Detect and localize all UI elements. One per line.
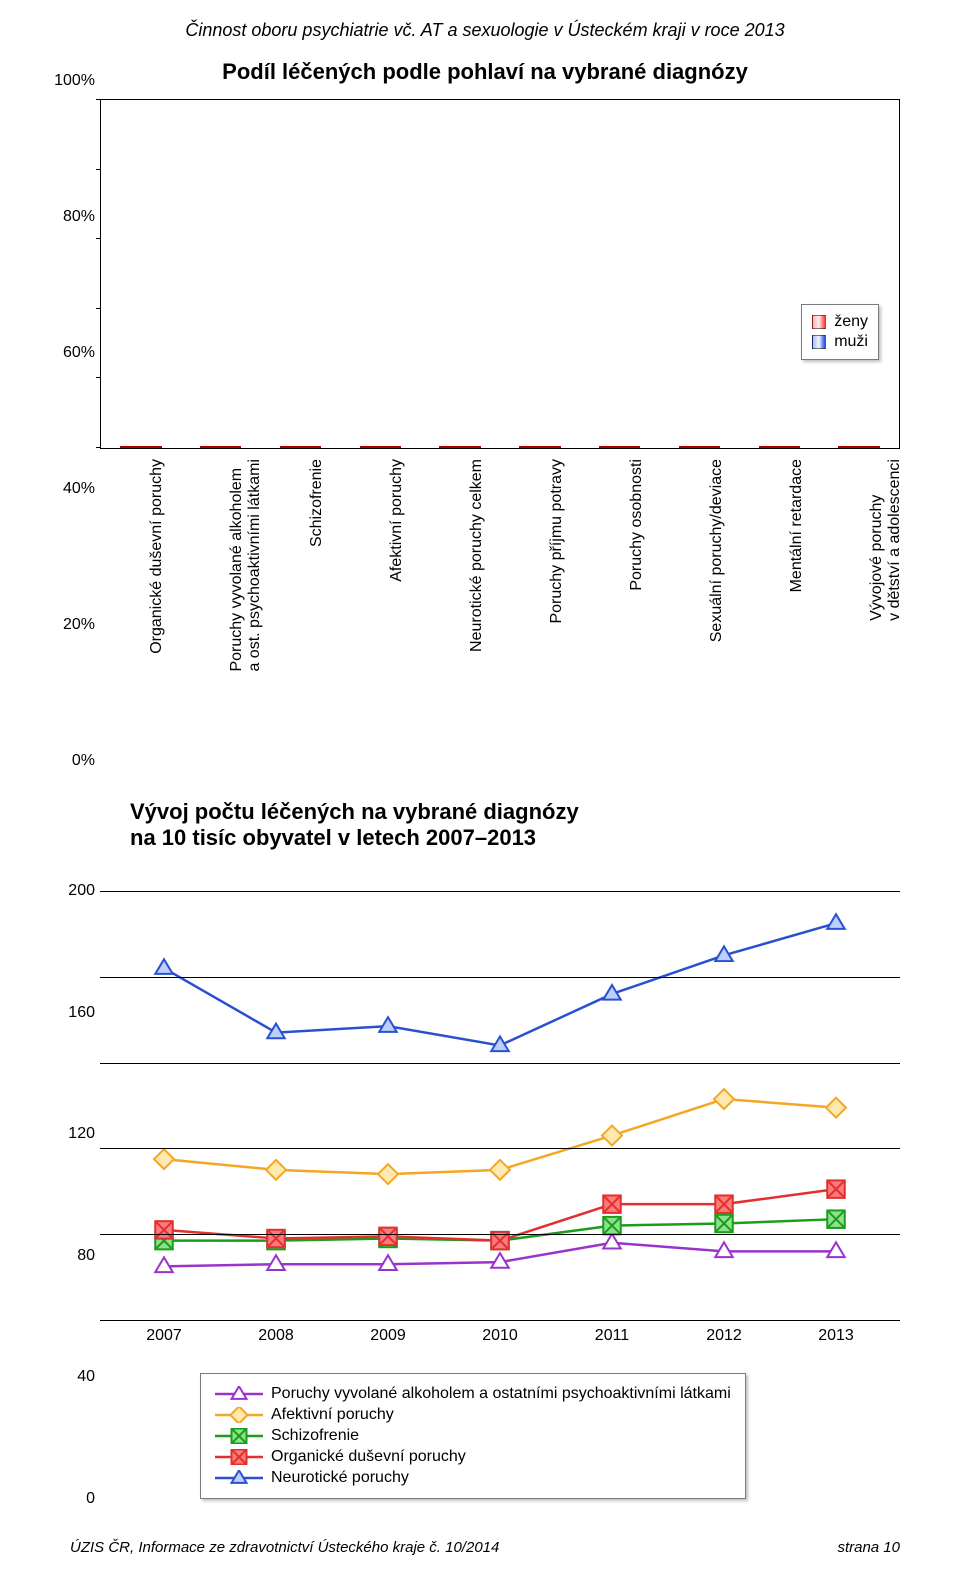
bar-x-label: Schizofrenie: [308, 459, 326, 547]
line-legend-label: Neurotické poruchy: [271, 1469, 409, 1487]
line-legend-label: Schizofrenie: [271, 1427, 359, 1445]
line-x-label: 2009: [370, 1327, 406, 1345]
bar-y-tick: 100%: [45, 72, 95, 90]
bar-legend: ženy muži: [801, 304, 879, 360]
bar-x-label: Organické duševní poruchy: [148, 459, 166, 654]
bar-x-label: Poruchy vyvolané alkoholem a ost. psycho…: [228, 459, 264, 672]
bar-y-tick: 80%: [45, 208, 95, 226]
bar-y-axis: 0%20%40%60%80%100%: [45, 99, 95, 779]
line-legend-label: Organické duševní poruchy: [271, 1448, 466, 1466]
bar-segment-zeny: [360, 446, 401, 448]
line-x-label: 2011: [595, 1327, 629, 1345]
line-y-tick: 120: [50, 1125, 95, 1143]
legend-swatch-red: [812, 315, 826, 329]
line-y-tick: 200: [50, 882, 95, 900]
line-x-label: 2012: [706, 1327, 742, 1345]
line-legend-row: Poruchy vyvolané alkoholem a ostatními p…: [215, 1385, 731, 1403]
line-series: [164, 923, 836, 1045]
bar-segment-zeny: [120, 446, 161, 448]
line-x-labels: 2007 2008 2009 2010 2011 2012 2013: [100, 1327, 900, 1355]
line-legend-row: Neurotické poruchy: [215, 1469, 731, 1487]
bar-segment-zeny: [759, 446, 800, 448]
bar-y-tick: 60%: [45, 344, 95, 362]
line-legend-row: Schizofrenie: [215, 1427, 731, 1445]
bar-x-label: Poruchy osobnosti: [628, 459, 646, 591]
bar-legend-row-muzi: muži: [812, 333, 868, 351]
legend-label-zeny: ženy: [834, 313, 868, 331]
bar-x-label: Afektivní poruchy: [388, 459, 406, 582]
line-y-tick: 160: [50, 1004, 95, 1022]
line-legend: Poruchy vyvolané alkoholem a ostatními p…: [200, 1373, 746, 1499]
line-chart-wrap: 04080120160200: [100, 891, 900, 1499]
bar-x-labels: Organické duševní poruchy Poruchy vyvolan…: [100, 449, 900, 779]
bar-legend-row-zeny: ženy: [812, 313, 868, 331]
bar-chart: ženy muži: [100, 99, 900, 449]
page: Činnost oboru psychiatrie vč. AT a sexuo…: [0, 0, 960, 1576]
bar-segment-zeny: [599, 446, 640, 448]
line-y-tick: 40: [50, 1368, 95, 1386]
bar-segment-zeny: [838, 446, 879, 448]
bar-segment-zeny: [200, 446, 241, 448]
bar-chart-title: Podíl léčených podle pohlaví na vybrané …: [70, 59, 900, 85]
line-x-label: 2007: [146, 1327, 182, 1345]
line-x-label: 2013: [818, 1327, 854, 1345]
bar-segment-zeny: [519, 446, 560, 448]
line-legend-label: Poruchy vyvolané alkoholem a ostatními p…: [271, 1385, 731, 1403]
bar-x-label: Sexuální poruchy/deviace: [708, 459, 726, 642]
line-legend-swatch: [215, 1407, 263, 1423]
bar-segment-zeny: [679, 446, 720, 448]
line-legend-label: Afektivní poruchy: [271, 1406, 394, 1424]
line-chart-title: Vývoj počtu léčených na vybrané diagnózy…: [130, 799, 900, 851]
line-chart-svg: [100, 891, 900, 1320]
bar-x-label: Neurotické poruchy celkem: [468, 459, 486, 652]
legend-label-muzi: muži: [834, 333, 868, 351]
line-legend-swatch: [215, 1470, 263, 1486]
legend-swatch-blue: [812, 335, 826, 349]
bar-x-label: Mentální retardace: [788, 459, 806, 592]
line-x-label: 2008: [258, 1327, 294, 1345]
bar-segment-zeny: [439, 446, 480, 448]
bar-y-tick: 20%: [45, 616, 95, 634]
line-y-axis: 04080120160200: [50, 891, 95, 1499]
line-y-tick: 80: [50, 1247, 95, 1265]
page-header-title: Činnost oboru psychiatrie vč. AT a sexuo…: [70, 20, 900, 41]
bar-chart-wrap: 0%20%40%60%80%100% ženy muži Organické d…: [100, 99, 900, 779]
line-x-label: 2010: [482, 1327, 518, 1345]
bar-segment-zeny: [280, 446, 321, 448]
bar-y-tick: 0%: [45, 752, 95, 770]
line-legend-swatch: [215, 1428, 263, 1444]
line-legend-swatch: [215, 1449, 263, 1465]
line-legend-swatch: [215, 1386, 263, 1402]
line-chart: [100, 891, 900, 1321]
bar-x-label: Vývojové poruchy v dětství a adolescenci: [868, 459, 904, 621]
line-y-tick: 0: [50, 1490, 95, 1508]
bar-y-tick: 40%: [45, 480, 95, 498]
line-legend-row: Organické duševní poruchy: [215, 1448, 731, 1466]
bar-x-label: Poruchy příjmu potravy: [548, 459, 566, 624]
line-legend-row: Afektivní poruchy: [215, 1406, 731, 1424]
